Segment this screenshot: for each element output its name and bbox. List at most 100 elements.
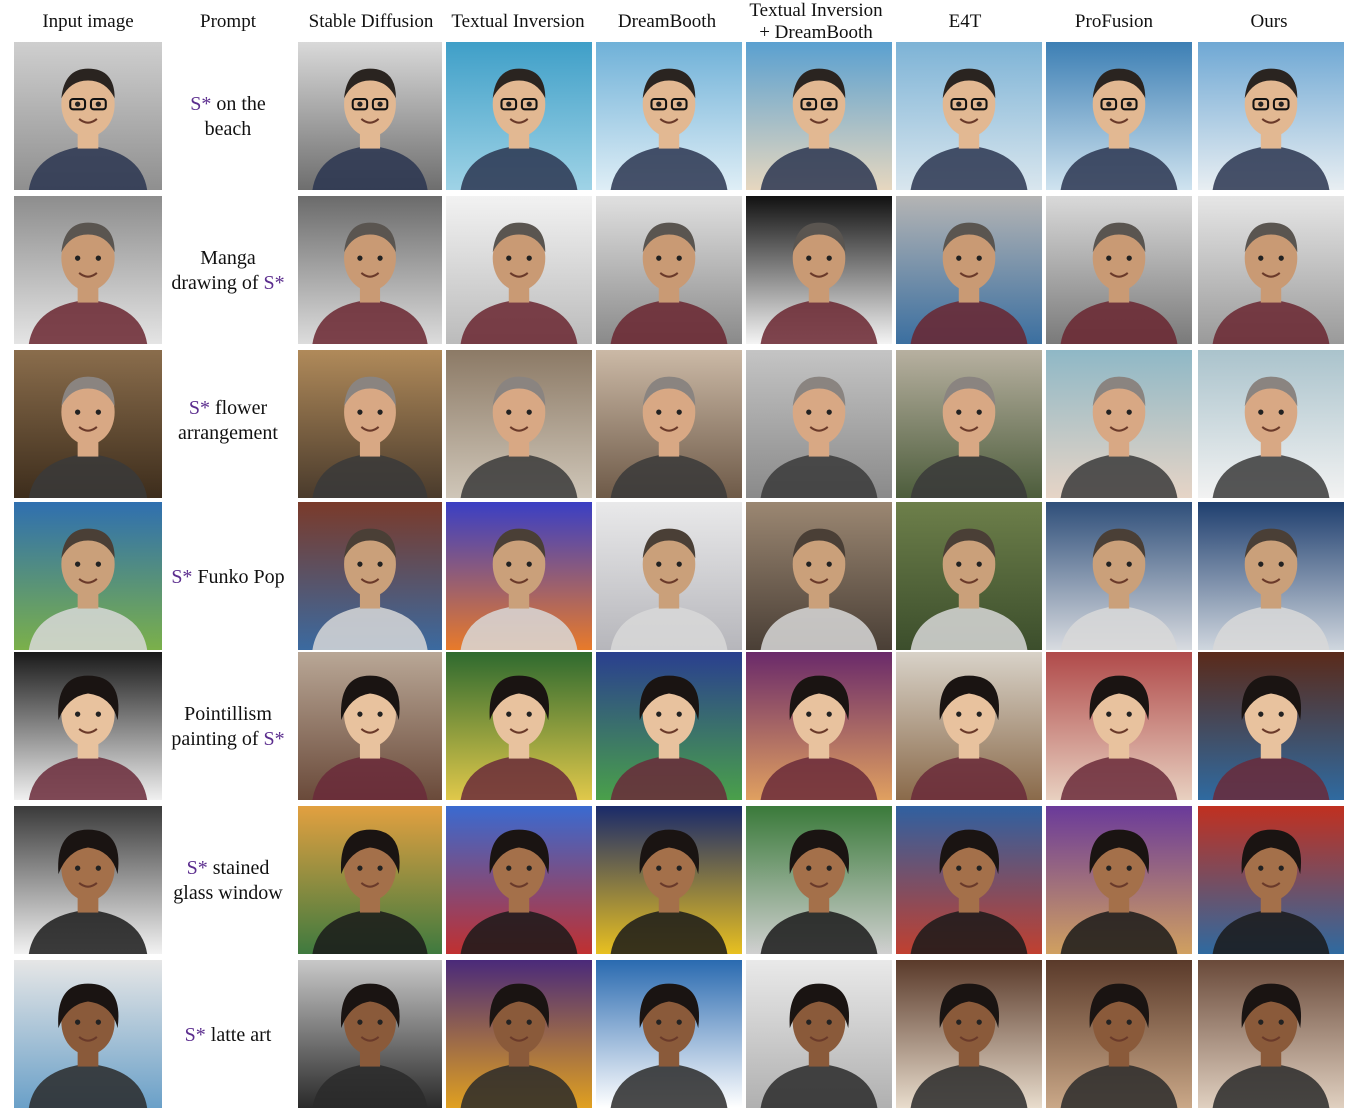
prompt-text: Pointillism — [184, 703, 272, 725]
e4t-image — [896, 806, 1042, 954]
textual-inversion-image — [446, 502, 592, 650]
ours-image — [1198, 806, 1344, 954]
prompt-row-6: S* stained glass window — [162, 806, 294, 956]
input-image — [14, 806, 162, 954]
portrait-graphic — [896, 652, 1042, 800]
ti-dreambooth-image — [746, 652, 892, 800]
ti-dreambooth-image — [746, 960, 892, 1108]
header-input-image: Input image — [42, 11, 134, 32]
portrait-graphic — [298, 196, 442, 344]
portrait-graphic — [1046, 42, 1192, 190]
portrait-graphic — [596, 960, 742, 1108]
ti-dreambooth-image — [746, 42, 892, 190]
dreambooth-image — [596, 502, 742, 650]
stable-diffusion-image — [298, 960, 442, 1108]
textual-inversion-image — [446, 652, 592, 800]
portrait-graphic — [746, 652, 892, 800]
portrait-graphic — [446, 350, 592, 498]
portrait-graphic — [596, 502, 742, 650]
ours-image — [1198, 350, 1344, 498]
ti-dreambooth-image — [746, 196, 892, 344]
profusion-image — [1046, 960, 1192, 1108]
prompt-text: beach — [204, 118, 252, 140]
portrait-graphic — [1046, 502, 1192, 650]
header-ti-dreambooth-line2: + DreamBooth — [759, 22, 873, 43]
prompt-text: painting of — [171, 728, 264, 750]
prompt-text: on the — [211, 93, 266, 115]
prompt-token: S* — [186, 857, 208, 879]
portrait-graphic — [14, 350, 162, 498]
portrait-graphic — [596, 196, 742, 344]
portrait-graphic — [746, 196, 892, 344]
stable-diffusion-image — [298, 652, 442, 800]
input-image — [14, 350, 162, 498]
e4t-image — [896, 652, 1042, 800]
portrait-graphic — [1198, 350, 1344, 498]
profusion-image — [1046, 42, 1192, 190]
header-prompt: Prompt — [200, 11, 256, 32]
prompt-token: S* — [184, 1023, 206, 1046]
input-image — [14, 652, 162, 800]
stable-diffusion-image — [298, 42, 442, 190]
input-image — [14, 42, 162, 190]
stable-diffusion-image — [298, 806, 442, 954]
prompt-row-1: S* on the beach — [162, 42, 294, 192]
portrait-graphic — [1046, 196, 1192, 344]
portrait-graphic — [14, 652, 162, 800]
portrait-graphic — [446, 960, 592, 1108]
prompt-row-7: S* latte art — [162, 960, 294, 1110]
portrait-graphic — [14, 196, 162, 344]
portrait-graphic — [1198, 196, 1344, 344]
portrait-graphic — [1046, 652, 1192, 800]
portrait-graphic — [1198, 42, 1344, 190]
portrait-graphic — [298, 42, 442, 190]
profusion-image — [1046, 652, 1192, 800]
e4t-image — [896, 502, 1042, 650]
prompt-row-3: S* flower arrangement — [162, 346, 294, 496]
input-image — [14, 196, 162, 344]
e4t-image — [896, 196, 1042, 344]
textual-inversion-image — [446, 806, 592, 954]
portrait-graphic — [896, 350, 1042, 498]
dreambooth-image — [596, 42, 742, 190]
portrait-graphic — [14, 806, 162, 954]
prompt-text: Manga — [200, 247, 256, 269]
portrait-graphic — [596, 350, 742, 498]
prompt-row-5: Pointillism painting of S* — [162, 652, 294, 802]
prompt-text: arrangement — [178, 422, 278, 444]
portrait-graphic — [14, 960, 162, 1108]
dreambooth-image — [596, 350, 742, 498]
prompt-token: S* — [190, 93, 212, 115]
prompt-token: S* — [263, 728, 285, 750]
portrait-graphic — [298, 350, 442, 498]
portrait-graphic — [298, 960, 442, 1108]
prompt-row-4: S* Funko Pop — [162, 502, 294, 652]
portrait-graphic — [896, 960, 1042, 1108]
portrait-graphic — [446, 652, 592, 800]
portrait-graphic — [1046, 350, 1192, 498]
ours-image — [1198, 652, 1344, 800]
portrait-graphic — [1046, 806, 1192, 954]
e4t-image — [896, 42, 1042, 190]
portrait-graphic — [746, 350, 892, 498]
portrait-graphic — [896, 806, 1042, 954]
header-e4t: E4T — [948, 11, 982, 32]
portrait-graphic — [896, 42, 1042, 190]
portrait-graphic — [446, 502, 592, 650]
portrait-graphic — [596, 42, 742, 190]
portrait-graphic — [14, 42, 162, 190]
textual-inversion-image — [446, 960, 592, 1108]
ours-image — [1198, 196, 1344, 344]
portrait-graphic — [298, 806, 442, 954]
input-image — [14, 502, 162, 650]
header-profusion: ProFusion — [1074, 11, 1154, 32]
prompt-token: S* — [188, 397, 210, 419]
ti-dreambooth-image — [746, 502, 892, 650]
prompt-token: S* — [263, 272, 285, 294]
portrait-graphic — [1198, 652, 1344, 800]
textual-inversion-image — [446, 42, 592, 190]
portrait-graphic — [746, 960, 892, 1108]
portrait-graphic — [1198, 806, 1344, 954]
portrait-graphic — [596, 652, 742, 800]
dreambooth-image — [596, 806, 742, 954]
